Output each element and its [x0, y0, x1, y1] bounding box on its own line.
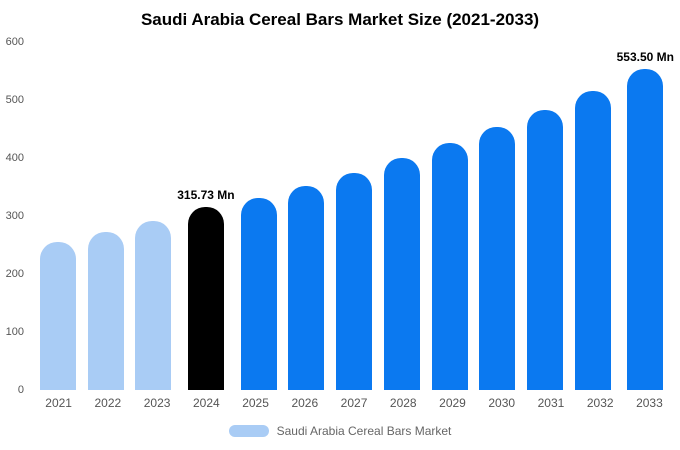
bar-column	[82, 42, 130, 390]
bar-2029[interactable]	[431, 142, 468, 390]
x-axis: 2021 2022 2023 2024 2025 2026 2027 2028 2029 2030…	[34, 396, 674, 410]
x-tick-label: 2025	[242, 396, 269, 410]
bar-column	[130, 42, 178, 390]
bar-column	[569, 42, 617, 390]
bar-column: 315.73 Mn	[177, 42, 235, 390]
y-axis: 0 100 200 300 400 500 600	[0, 36, 30, 396]
bar-2024[interactable]	[187, 206, 224, 390]
bar-column	[473, 42, 521, 390]
x-tick-label: 2028	[389, 396, 417, 410]
x-tick-label: 2021	[45, 396, 72, 410]
bar-2023[interactable]	[135, 221, 172, 390]
bar-value-label: 553.50 Mn	[616, 49, 674, 64]
plot-area: 315.73 Mn 553.50 Mn	[34, 42, 674, 390]
y-tick-label: 400	[5, 152, 24, 164]
bar-column: 553.50 Mn	[617, 42, 674, 390]
bar-column	[378, 42, 426, 390]
x-tick-label: 2033	[636, 396, 663, 410]
bar-2028[interactable]	[383, 158, 420, 390]
bar-column	[330, 42, 378, 390]
y-tick-label: 600	[5, 36, 24, 48]
y-tick-label: 300	[5, 210, 24, 222]
bar-2027[interactable]	[336, 172, 372, 390]
legend-swatch	[228, 425, 269, 437]
y-tick-label: 100	[5, 326, 24, 338]
legend-label: Saudi Arabia Cereal Bars Market	[276, 424, 452, 438]
bar-column	[521, 42, 569, 390]
y-tick-label: 500	[5, 94, 24, 106]
bar-column	[426, 42, 474, 390]
y-tick-label: 0	[17, 384, 24, 396]
x-tick-label: 2032	[586, 396, 614, 410]
x-tick-label: 2024	[192, 396, 220, 410]
chart-title: Saudi Arabia Cereal Bars Market Size (20…	[140, 10, 540, 29]
bar-2021[interactable]	[39, 242, 76, 390]
bar-2026[interactable]	[288, 185, 325, 390]
bars-container: 315.73 Mn 553.50 Mn	[34, 42, 674, 390]
bar-2030[interactable]	[479, 127, 516, 390]
x-tick-label: 2030	[488, 396, 516, 410]
bar-column	[282, 42, 330, 390]
x-tick-label: 2023	[143, 396, 171, 410]
x-tick-label: 2029	[439, 396, 466, 410]
legend: Saudi Arabia Cereal Bars Market	[0, 424, 680, 438]
bar-2031[interactable]	[527, 110, 563, 390]
y-tick-label: 200	[5, 268, 24, 280]
bar-2025[interactable]	[240, 198, 277, 390]
bar-column	[235, 42, 283, 390]
x-tick-label: 2027	[340, 396, 368, 410]
bar-value-label: 315.73 Mn	[177, 187, 235, 202]
x-tick-label: 2031	[537, 396, 565, 410]
x-tick-label: 2026	[291, 396, 319, 410]
x-tick-label: 2022	[94, 396, 122, 410]
bar-2033[interactable]	[627, 68, 664, 390]
bar-column	[34, 42, 82, 390]
bar-2032[interactable]	[574, 91, 611, 390]
bar-2022[interactable]	[87, 232, 124, 390]
